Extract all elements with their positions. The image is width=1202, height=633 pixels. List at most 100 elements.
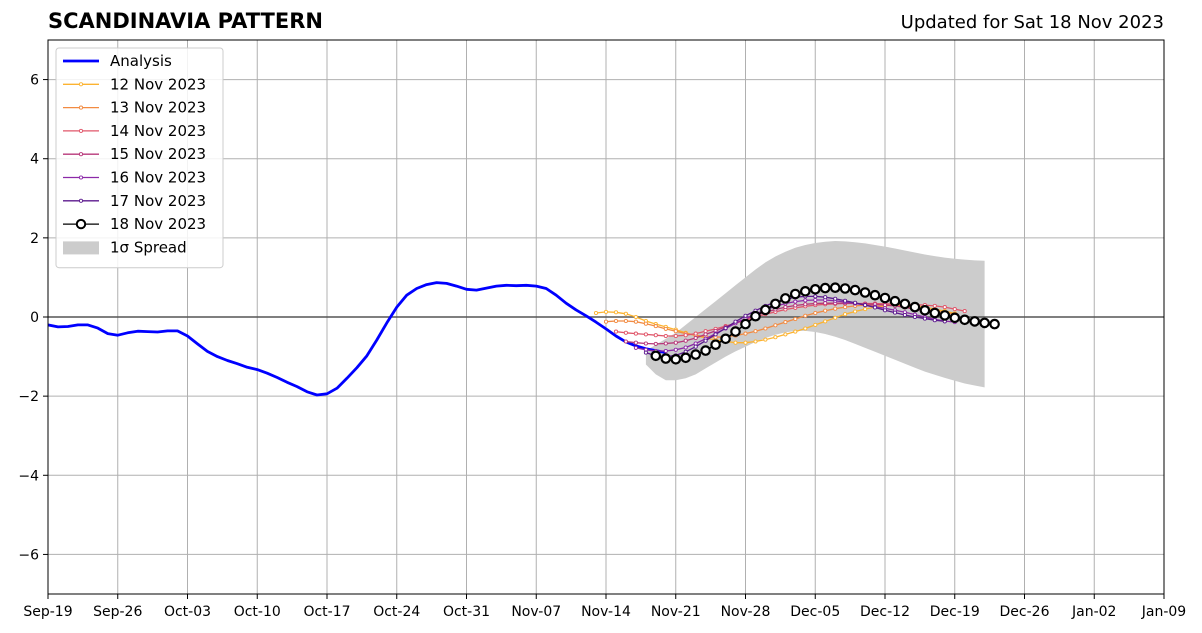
forecast-point [959,314,970,326]
forecast-point [653,333,658,338]
forecast-point [643,350,648,355]
y-tick-label: −2 [18,389,39,405]
forecast-point [932,303,937,308]
forecast-point [633,345,638,350]
forecast-point [650,350,662,362]
forecast-point [613,318,619,324]
legend-entry: 16 Nov 2023 [63,169,206,187]
legend-entry: 13 Nov 2023 [63,99,206,117]
y-tick-label: 6 [30,73,39,89]
legend-label: 14 Nov 2023 [110,122,206,140]
axes: Sep-19 Sep-26 Oct-03 Oct-10 Oct-17 Oct-24 Oct-… [18,73,1186,620]
forecast-point [673,333,678,339]
forecast-point [889,295,901,307]
forecast-point [663,341,668,346]
forecast-point [849,284,861,296]
forecast-point [733,340,738,345]
forecast-point [693,331,698,336]
forecast-series-18-nov-2023 [650,282,1000,365]
forecast-point [783,305,788,310]
forecast-point [760,304,771,316]
forecast-point [952,307,957,312]
forecast-point [902,312,907,318]
x-tick-label: Nov-14 [581,604,631,620]
forecast-point [912,314,917,320]
forecast-point [733,319,738,324]
chart-title: SCANDINAVIA PATTERN [48,9,323,33]
forecast-point [750,310,761,322]
forecast-point [793,303,798,308]
forecast-point [743,313,748,318]
forecast-point [863,303,868,308]
forecast-point [743,331,748,336]
legend-entry: 14 Nov 2023 [63,122,206,140]
forecast-point [680,352,691,364]
forecast-point [663,326,668,331]
x-tick-label: Oct-17 [303,604,350,620]
forecast-point [813,294,818,299]
forecast-point [633,319,638,324]
forecast-point [770,298,781,310]
legend-label: 15 Nov 2023 [110,145,206,163]
legend-label: 12 Nov 2023 [110,75,206,93]
legend-label: 1σ Spread [110,238,187,256]
forecast-point [703,329,708,334]
forecast-point [853,300,858,305]
forecast-point [740,318,751,330]
forecast-point [839,283,851,294]
forecast-point [723,326,728,331]
legend-entry: 1σ Spread [63,238,187,256]
forecast-point [653,341,658,346]
forecast-point [882,303,888,308]
forecast-point [633,314,638,320]
forecast-point [803,302,808,307]
forecast-point [773,335,778,340]
x-tick-label: Jan-02 [1071,604,1116,620]
updated-date: Updated for Sat 18 Nov 2023 [900,12,1164,33]
forecast-point [683,333,688,338]
legend-label: 16 Nov 2023 [110,169,206,187]
forecast-point [653,324,658,329]
forecast-point [633,340,638,345]
forecast-point [693,344,698,349]
forecast-point [899,298,911,310]
forecast-point [813,297,818,303]
x-tick-label: Oct-31 [443,604,490,620]
forecast-point [892,310,898,315]
x-tick-label: Sep-19 [23,604,72,620]
forecast-point [593,310,599,316]
legend: Analysis 12 Nov 2023 13 Nov 2023 14 Nov 202… [55,47,224,269]
forecast-point [720,333,731,345]
forecast-point [823,295,828,300]
forecast-point [683,345,688,350]
analysis-layer [48,281,667,397]
forecast-point [813,301,818,306]
x-tick-label: Jan-09 [1141,604,1186,620]
forecast-point [633,331,638,336]
forecast-point [673,329,678,334]
forecast-point [803,313,808,318]
forecast-point [939,310,951,321]
legend-label: 13 Nov 2023 [110,99,206,117]
y-tick-label: −4 [18,468,39,484]
forecast-point [623,311,628,316]
forecast-point [763,337,768,342]
forecast-point [793,316,798,322]
forecast-point [949,312,961,324]
x-tick-label: Nov-28 [721,604,771,620]
forecast-point [863,307,868,312]
forecast-point [809,283,821,295]
forecast-point [813,310,818,316]
forecast-point [730,326,741,337]
x-tick-label: Dec-26 [1000,604,1050,620]
forecast-point [962,309,967,314]
x-tick-label: Dec-12 [860,604,910,620]
x-tick-label: Oct-24 [373,604,420,620]
forecast-point [823,301,828,306]
forecast-point [929,307,941,319]
legend-marker [75,218,87,230]
forecast-point [703,332,708,337]
y-tick-label: −6 [18,547,39,563]
forecast-point [643,341,648,346]
